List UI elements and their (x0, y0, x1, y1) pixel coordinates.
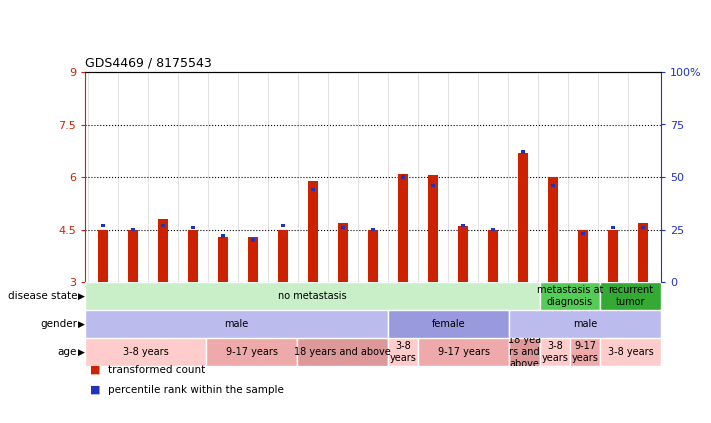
Text: disease state: disease state (8, 291, 77, 301)
Bar (85, 282, 540, 310)
Bar (540, 282, 600, 310)
Bar (461, 223, 465, 227)
Bar (388, 310, 509, 338)
Bar (251, 238, 255, 242)
Bar (101, 223, 105, 227)
Text: male: male (225, 319, 249, 329)
Text: 9-17
years: 9-17 years (572, 341, 599, 363)
Text: ▶: ▶ (77, 348, 85, 357)
Bar (368, 230, 378, 282)
Bar (638, 222, 648, 282)
Text: recurrent
tumor: recurrent tumor (608, 285, 653, 307)
Text: ■: ■ (90, 365, 100, 375)
Bar (371, 228, 375, 231)
Bar (540, 338, 570, 366)
Bar (608, 230, 619, 282)
Text: male: male (573, 319, 597, 329)
Text: 18 yea
rs and
above: 18 yea rs and above (508, 335, 541, 368)
Text: 3-8 years: 3-8 years (123, 347, 169, 357)
Bar (600, 282, 661, 310)
Text: ■: ■ (90, 385, 100, 395)
Text: 3-8
years: 3-8 years (390, 341, 417, 363)
Bar (247, 236, 258, 282)
Text: metastasis at
diagnosis: metastasis at diagnosis (537, 285, 603, 307)
Text: transformed count: transformed count (108, 365, 205, 375)
Text: gender: gender (40, 319, 77, 329)
Bar (521, 150, 525, 154)
Bar (132, 228, 135, 231)
Bar (85, 310, 388, 338)
Bar (600, 338, 661, 366)
Text: GDS4469 / 8175543: GDS4469 / 8175543 (85, 56, 212, 69)
Bar (191, 225, 195, 229)
Bar (578, 230, 588, 282)
Text: 3-8 years: 3-8 years (608, 347, 653, 357)
Bar (218, 236, 228, 282)
Text: ▶: ▶ (77, 319, 85, 329)
Bar (581, 232, 585, 236)
Bar (221, 234, 225, 238)
Bar (458, 226, 469, 282)
Bar (338, 222, 348, 282)
Text: 18 years and above: 18 years and above (294, 347, 391, 357)
Bar (611, 225, 615, 229)
Text: female: female (432, 319, 466, 329)
Bar (341, 225, 345, 229)
Text: age: age (58, 347, 77, 357)
Bar (278, 230, 288, 282)
Bar (570, 338, 600, 366)
Text: 3-8
years: 3-8 years (542, 341, 568, 363)
Text: no metastasis: no metastasis (278, 291, 347, 301)
Bar (509, 338, 540, 366)
Bar (188, 230, 198, 282)
Bar (85, 338, 206, 366)
Bar (419, 338, 509, 366)
Bar (547, 177, 558, 282)
Bar (161, 223, 165, 227)
Text: 9-17 years: 9-17 years (438, 347, 490, 357)
Bar (297, 338, 388, 366)
Bar (488, 230, 498, 282)
Bar (509, 310, 661, 338)
Bar (431, 184, 435, 187)
Bar (518, 153, 528, 282)
Bar (128, 230, 138, 282)
Bar (281, 223, 285, 227)
Bar (397, 173, 408, 282)
Text: 9-17 years: 9-17 years (225, 347, 278, 357)
Bar (388, 338, 419, 366)
Bar (551, 184, 555, 187)
Bar (97, 230, 108, 282)
Bar (311, 188, 315, 191)
Text: ▶: ▶ (77, 291, 85, 300)
Bar (491, 228, 495, 231)
Bar (401, 175, 405, 179)
Bar (206, 338, 297, 366)
Bar (641, 225, 645, 229)
Bar (308, 181, 319, 282)
Bar (428, 175, 438, 282)
Text: percentile rank within the sample: percentile rank within the sample (108, 385, 284, 395)
Bar (158, 219, 169, 282)
